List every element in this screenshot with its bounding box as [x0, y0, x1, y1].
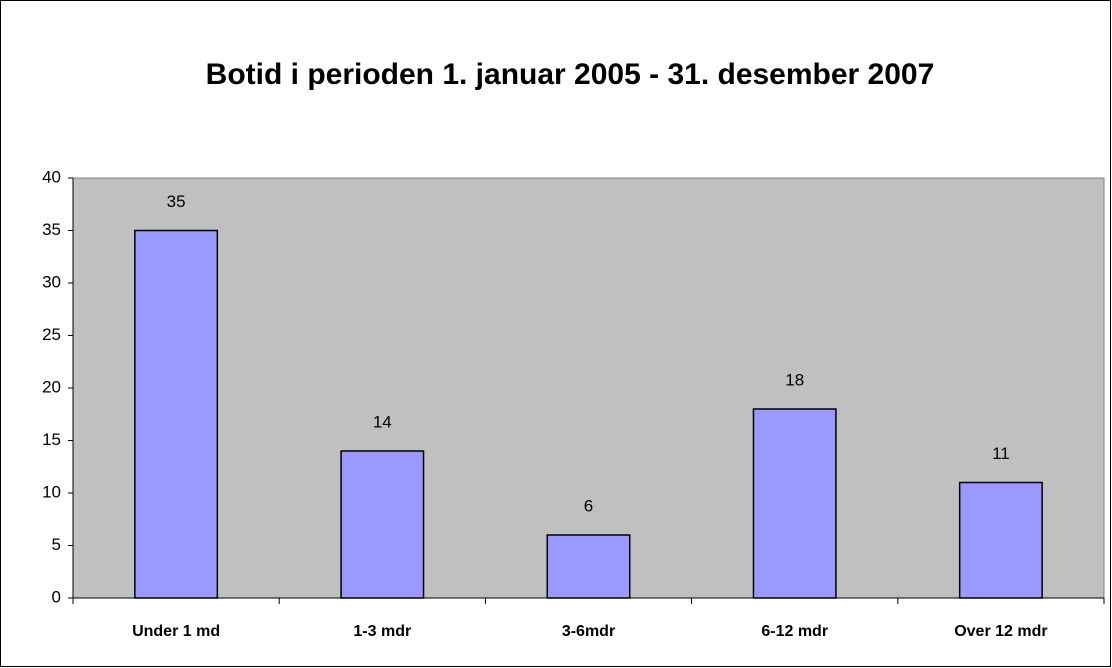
x-tick-label: Under 1 md: [132, 623, 220, 640]
y-tick-label: 20: [42, 377, 61, 396]
bar: [958, 481, 1043, 599]
x-tick-label: 1-3 mdr: [353, 623, 411, 640]
x-tick-label: 3-6mdr: [562, 623, 615, 640]
y-tick-label: 30: [42, 272, 61, 291]
data-label: 11: [992, 444, 1010, 463]
y-tick-label: 10: [42, 482, 61, 501]
y-tick-label: 40: [42, 167, 61, 186]
x-tick-label: Over 12 mdr: [954, 623, 1047, 640]
data-label: 18: [785, 370, 804, 389]
y-tick-label: 25: [42, 325, 61, 344]
y-tick-label: 15: [42, 430, 61, 449]
chart-title: Botid i perioden 1. januar 2005 - 31. de…: [205, 58, 935, 91]
plot-area: [72, 177, 1105, 599]
bar: [134, 229, 219, 599]
data-label: 35: [167, 192, 186, 211]
y-tick-label: 5: [52, 535, 61, 554]
x-tick-label: 6-12 mdr: [761, 623, 828, 640]
y-tick-label: 0: [52, 587, 61, 606]
bar: [546, 534, 631, 599]
bar: [752, 408, 837, 599]
bar: [340, 450, 425, 599]
data-label: 6: [584, 496, 593, 515]
y-tick-label: 35: [42, 220, 61, 239]
data-label: 14: [373, 412, 392, 431]
